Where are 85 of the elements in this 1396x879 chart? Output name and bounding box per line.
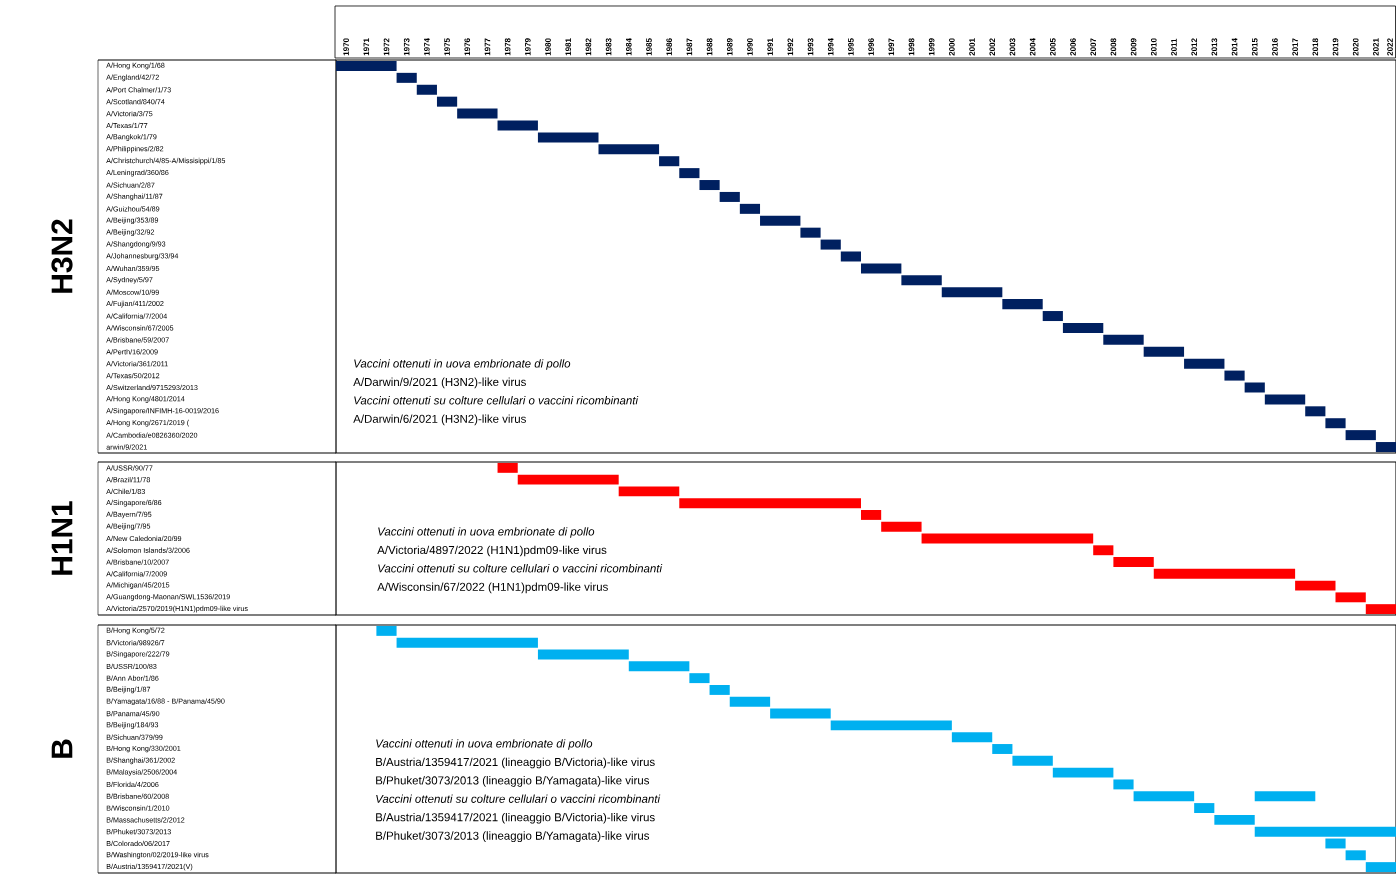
bar bbox=[457, 108, 498, 119]
bar bbox=[1052, 767, 1114, 778]
bar bbox=[679, 498, 861, 509]
bar bbox=[497, 120, 538, 131]
annotation: Vaccini ottenuti in uova embrionate di pollo bbox=[376, 739, 593, 750]
bar bbox=[992, 744, 1013, 754]
bar bbox=[1184, 358, 1225, 369]
bar bbox=[1345, 850, 1366, 861]
bar bbox=[1062, 322, 1104, 333]
bar bbox=[1153, 568, 1296, 579]
bar bbox=[1224, 370, 1245, 381]
bar bbox=[709, 684, 730, 695]
bar bbox=[881, 521, 922, 532]
bar bbox=[1103, 334, 1144, 345]
bar bbox=[1295, 580, 1336, 591]
annotation: Vaccini ottenuti su colture cellulari o vaccini ricombinanti bbox=[376, 794, 661, 803]
bar bbox=[820, 239, 841, 250]
bar bbox=[416, 84, 437, 95]
y-axis-title: B bbox=[51, 739, 73, 758]
bar bbox=[436, 96, 458, 107]
annotation: Vaccini ottenuti su colture cellulari o vaccini ricombinanti bbox=[378, 564, 663, 573]
bar bbox=[1093, 545, 1114, 556]
bar bbox=[497, 462, 518, 473]
bar bbox=[396, 72, 417, 83]
bar bbox=[1335, 592, 1366, 603]
bar bbox=[901, 275, 942, 286]
bar bbox=[739, 203, 761, 214]
bar bbox=[1325, 838, 1346, 849]
bar bbox=[941, 287, 1003, 298]
bar bbox=[537, 132, 599, 143]
annotation: A/Darwin/9/2021 (H3N2)-like virus bbox=[353, 377, 526, 389]
annotation: B/Austria/1359417/2021 (lineaggio B/Victoria)-like virus bbox=[376, 757, 655, 769]
bar bbox=[770, 708, 831, 719]
bar bbox=[336, 60, 397, 71]
annotation: Vaccini ottenuti su colture cellulari o vaccini ricombinanti bbox=[354, 396, 639, 405]
bar bbox=[396, 637, 538, 648]
bar bbox=[1113, 557, 1154, 567]
bar bbox=[1375, 442, 1396, 453]
bar bbox=[1305, 406, 1326, 417]
bar bbox=[921, 533, 1094, 544]
y-axis-title: H1N1 bbox=[51, 501, 73, 575]
bar bbox=[1365, 862, 1396, 873]
bar bbox=[679, 168, 700, 179]
bar bbox=[860, 510, 882, 520]
annotation: B/Phuket/3073/2013 (lineaggio B/Yamagata)-like virus bbox=[376, 776, 650, 787]
bar bbox=[860, 263, 902, 274]
y-axis-title: H3N2 bbox=[51, 219, 73, 293]
annotation: Vaccini ottenuti in uova embrionate di pollo bbox=[354, 359, 571, 370]
annotation: A/Wisconsin/67/2022 (H1N1)pdm09-like virus bbox=[377, 582, 608, 594]
bar bbox=[1244, 382, 1265, 393]
bar bbox=[628, 661, 690, 672]
bar bbox=[1113, 779, 1134, 790]
bar bbox=[760, 215, 801, 226]
bar bbox=[517, 474, 619, 485]
annotation: A/Darwin/6/2021 (H3N2)-like virus bbox=[353, 414, 526, 426]
bar bbox=[840, 251, 861, 262]
bar bbox=[800, 227, 821, 238]
bar bbox=[1214, 814, 1255, 825]
bar bbox=[618, 486, 680, 497]
bar bbox=[1194, 803, 1215, 814]
bar bbox=[1254, 791, 1316, 802]
bar bbox=[1133, 791, 1195, 802]
bar bbox=[1012, 755, 1053, 766]
annotation: B/Austria/1359417/2021 (lineaggio B/Victoria)-like virus bbox=[376, 812, 655, 824]
bar bbox=[1345, 430, 1376, 441]
bar bbox=[830, 720, 952, 731]
bar bbox=[1254, 826, 1396, 837]
bar bbox=[951, 732, 993, 743]
bar bbox=[719, 191, 740, 202]
bar bbox=[1264, 394, 1306, 405]
annotation: Vaccini ottenuti in uova embrionate di pollo bbox=[378, 527, 595, 538]
bar bbox=[1365, 604, 1396, 615]
bar bbox=[689, 673, 710, 684]
annotation: A/Victoria/4897/2022 (H1N1)pdm09-like virus bbox=[377, 545, 607, 557]
bar bbox=[699, 180, 720, 191]
annotation: B/Phuket/3073/2013 (lineaggio B/Yamagata)-like virus bbox=[376, 831, 650, 843]
bar bbox=[537, 649, 629, 660]
bar bbox=[376, 625, 397, 636]
bar bbox=[1002, 299, 1043, 310]
bar bbox=[598, 144, 660, 155]
bar bbox=[659, 156, 680, 167]
bar bbox=[729, 696, 771, 707]
bar bbox=[1143, 346, 1185, 357]
bar bbox=[1042, 311, 1063, 322]
bar bbox=[1325, 418, 1346, 429]
